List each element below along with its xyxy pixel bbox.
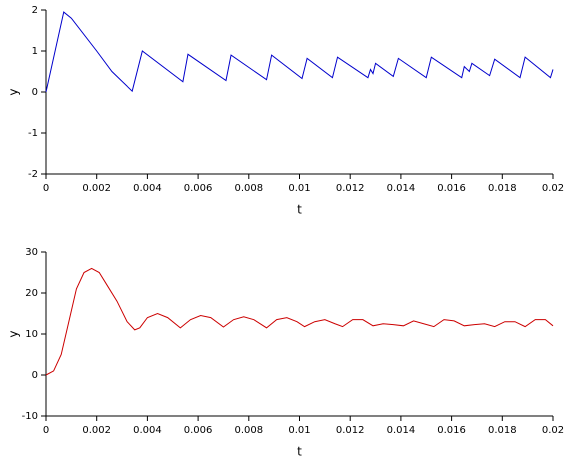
x-tick-label: 0.012	[336, 425, 365, 436]
x-tick-label: 0.006	[184, 183, 213, 194]
x-tick-label: 0.018	[488, 183, 517, 194]
y-tick-label: -2	[28, 169, 38, 180]
x-tick-label: 0.006	[184, 425, 213, 436]
y-tick-label: 0	[32, 87, 38, 98]
x-tick-label: 0	[43, 183, 49, 194]
y-axis-label: y	[7, 88, 21, 95]
y-tick-label: 0	[32, 370, 38, 381]
y-axis-label: y	[7, 330, 21, 337]
y-tick-label: 20	[25, 288, 38, 299]
y-tick-label: 1	[32, 46, 38, 57]
y-tick-label: 10	[25, 329, 38, 340]
y-tick-label: 30	[25, 247, 38, 258]
x-tick-label: 0.014	[387, 425, 416, 436]
x-tick-label: 0.018	[488, 425, 517, 436]
x-tick-label: 0.016	[437, 183, 466, 194]
x-tick-label: 0.004	[133, 183, 162, 194]
x-tick-label: 0.02	[542, 183, 564, 194]
x-tick-label: 0.02	[542, 425, 564, 436]
x-tick-label: 0.002	[82, 183, 111, 194]
x-tick-label: 0	[43, 425, 49, 436]
x-tick-label: 0.01	[288, 425, 310, 436]
x-tick-label: 0.012	[336, 183, 365, 194]
x-tick-label: 0.014	[387, 183, 416, 194]
x-tick-label: 0.01	[288, 183, 310, 194]
line-series	[45, 267, 554, 376]
y-tick-label: -1	[28, 128, 38, 139]
x-axis-label: t	[297, 445, 302, 459]
line-series	[45, 11, 554, 93]
x-tick-label: 0.016	[437, 425, 466, 436]
x-axis-label: t	[297, 203, 302, 217]
y-tick-label: 2	[32, 5, 38, 16]
x-tick-label: 0.002	[82, 425, 111, 436]
y-tick-label: -10	[22, 411, 38, 422]
x-tick-label: 0.004	[133, 425, 162, 436]
x-tick-label: 0.008	[234, 425, 263, 436]
x-tick-label: 0.008	[234, 183, 263, 194]
